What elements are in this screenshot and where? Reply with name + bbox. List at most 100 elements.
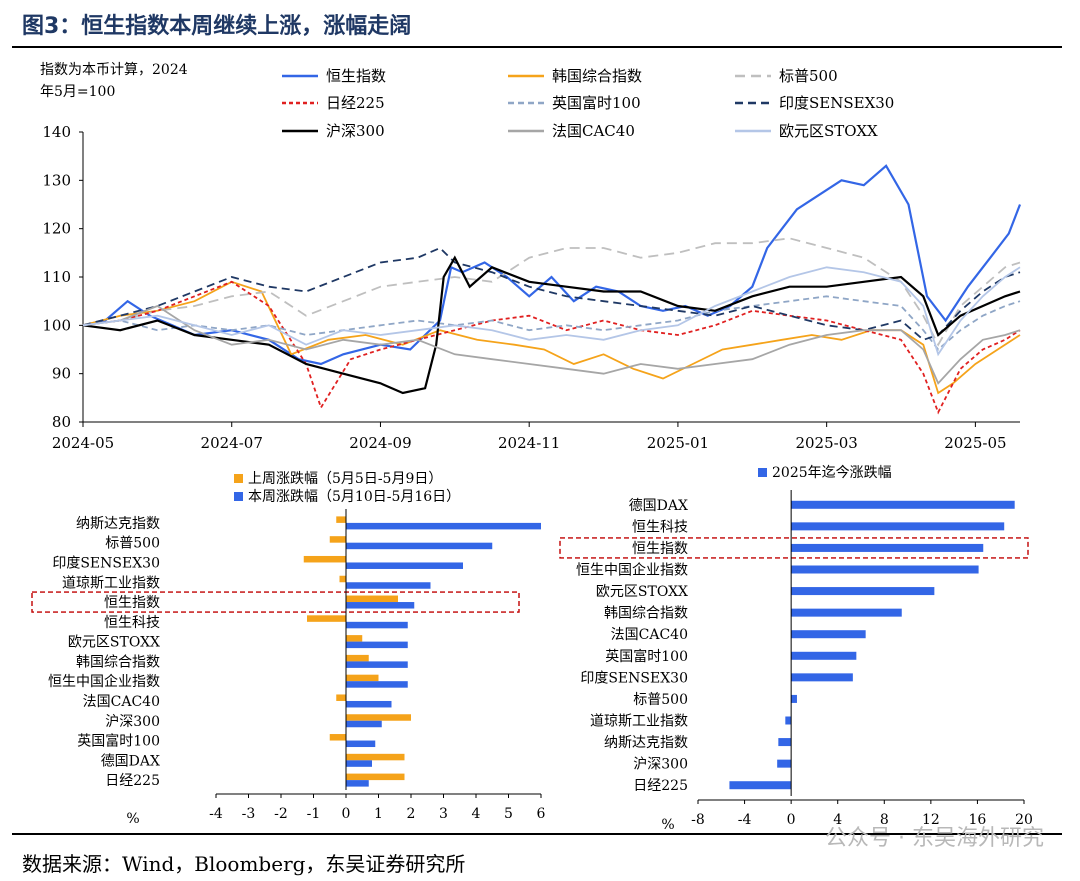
bar-legend-swatch <box>234 492 243 501</box>
bar-category-label: 恒生科技 <box>632 519 688 535</box>
bar-沪深300-0 <box>777 759 792 768</box>
bar-欧元区STOXX-0 <box>346 635 363 642</box>
bar-category-label: 法国CAC40 <box>83 694 160 710</box>
bar-标普500-1 <box>346 542 493 550</box>
bar-恒生中国企业指数-0 <box>346 674 379 682</box>
bar-x-tick-label: -3 <box>242 806 256 822</box>
series-line-印度SENSEX30 <box>82 246 1021 341</box>
bar-category-label: 韩国综合指数 <box>76 654 160 670</box>
bar-法国CAC40-0 <box>336 694 346 701</box>
bar-韩国综合指数-0 <box>791 608 902 617</box>
bar-category-label: 标普500 <box>633 692 688 708</box>
bar-category-label: 恒生中国企业指数 <box>48 673 160 690</box>
bar-legend-swatch <box>758 468 767 477</box>
bar-category-label: 印度SENSEX30 <box>52 555 160 571</box>
line-x-tick-label: 2024-05 <box>52 434 114 452</box>
series-line-标普500 <box>82 237 1021 347</box>
bar-英国富时100-1 <box>346 740 376 748</box>
bar-x-tick-label: 20 <box>1015 812 1033 828</box>
bar-category-label: 英国富时100 <box>605 648 688 665</box>
series-line-日经225 <box>82 280 1021 415</box>
bar-纳斯达克指数-0 <box>336 516 346 523</box>
line-x-tick-label: 2025-01 <box>647 434 709 452</box>
bar-日经225-1 <box>346 780 369 787</box>
legend-label: 日经225 <box>326 94 385 112</box>
bar-x-tick-label: 4 <box>833 812 842 828</box>
bar-标普500-0 <box>329 536 346 543</box>
bar-category-label: 日经225 <box>633 778 688 794</box>
bar-x-tick-label: 12 <box>922 812 940 828</box>
line-chart-note: 年5月=100 <box>40 84 115 100</box>
bar-category-label: 英国富时100 <box>77 733 160 750</box>
line-x-tick-label: 2025-05 <box>944 434 1006 452</box>
line-y-tick-label: 90 <box>52 365 71 383</box>
bar-英国富时100-0 <box>329 734 346 741</box>
bar-x-tick-label: 4 <box>472 806 481 822</box>
line-y-tick-label: 120 <box>42 220 71 238</box>
legend-label: 标普500 <box>779 67 838 85</box>
bar-恒生科技-0 <box>307 615 346 622</box>
bar-印度SENSEX30-1 <box>346 562 463 569</box>
bar-印度SENSEX30-0 <box>303 555 346 563</box>
bar-category-label: 沪深300 <box>633 757 688 773</box>
source-note: 数据来源：Wind，Bloomberg，东吴证券研究所 <box>22 852 466 876</box>
figure-title: 图3：恒生指数本周继续上涨，涨幅走阔 <box>22 14 412 39</box>
bar-category-label: 恒生指数 <box>104 595 160 611</box>
series-line-法国CAC40 <box>82 304 1021 385</box>
line-chart-note: 指数为本币计算，2024 <box>40 62 188 78</box>
bar-category-label: 道琼斯工业指数 <box>62 575 160 591</box>
bar-道琼斯工业指数-0 <box>339 575 346 583</box>
bar-category-label: 恒生指数 <box>632 541 688 557</box>
bar-纳斯达克指数-0 <box>778 738 792 747</box>
highlight-box <box>559 537 1029 559</box>
bar-category-label: 标普500 <box>105 536 160 552</box>
bar-x-tick-label: -4 <box>738 812 752 828</box>
bar-欧元区STOXX-0 <box>791 587 935 596</box>
bar-x-tick-label: 1 <box>374 806 383 822</box>
bar-恒生指数-0 <box>791 543 984 552</box>
bar-x-tick-label: -2 <box>274 806 288 822</box>
bar-x-tick-label: -1 <box>307 806 321 822</box>
bar-韩国综合指数-0 <box>346 654 369 662</box>
bar-沪深300-1 <box>346 720 382 728</box>
bar-x-tick-label: 0 <box>342 806 351 822</box>
line-y-tick-label: 140 <box>42 123 71 141</box>
bar-category-label: 恒生科技 <box>104 615 160 631</box>
bar-日经225-0 <box>729 781 792 790</box>
bar-英国富时100-0 <box>791 651 857 660</box>
bar-x-tick-label: 0 <box>787 812 796 828</box>
line-y-tick-label: 110 <box>42 268 71 286</box>
bar-x-tick-label: 3 <box>439 806 448 822</box>
bar-category-label: 欧元区STOXX <box>68 635 160 651</box>
bar-恒生指数-0 <box>346 595 398 603</box>
bar-印度SENSEX30-0 <box>791 673 853 682</box>
bar-德国DAX-0 <box>791 500 1015 509</box>
bar-标普500-0 <box>791 694 797 703</box>
legend-label: 恒生指数 <box>326 67 386 85</box>
series-line-欧元区STOXX <box>82 266 1021 357</box>
bar-x-tick-label: 6 <box>537 806 546 822</box>
bar-legend-label: 2025年迄今涨跌幅 <box>772 465 892 481</box>
line-x-tick-label: 2024-11 <box>498 434 560 452</box>
series-line-韩国综合指数 <box>82 280 1021 395</box>
bar-legend-swatch <box>234 474 243 483</box>
bar-category-label: 德国DAX <box>101 753 160 769</box>
bar-category-label: 法国CAC40 <box>611 627 688 643</box>
highlight-box <box>31 591 520 613</box>
bar-x-tick-label: 16 <box>969 812 987 828</box>
bar-恒生中国企业指数-0 <box>791 565 979 574</box>
bar-category-label: 印度SENSEX30 <box>580 670 688 686</box>
legend-label: 韩国综合指数 <box>552 67 642 85</box>
legend-label: 印度SENSEX30 <box>779 94 894 112</box>
bar-legend-label: 本周涨跌幅（5月10日-5月16日） <box>248 489 460 505</box>
line-x-tick-label: 2024-07 <box>201 434 263 452</box>
legend-label: 英国富时100 <box>552 94 641 112</box>
bar-category-label: 道琼斯工业指数 <box>590 714 688 730</box>
bar-恒生科技-1 <box>346 621 408 629</box>
bar-x-tick-label: 8 <box>880 812 889 828</box>
bar-category-label: 德国DAX <box>629 498 688 514</box>
legend-label: 法国CAC40 <box>552 122 635 140</box>
bar-欧元区STOXX-1 <box>346 641 408 649</box>
bar-x-unit: % <box>661 817 674 833</box>
